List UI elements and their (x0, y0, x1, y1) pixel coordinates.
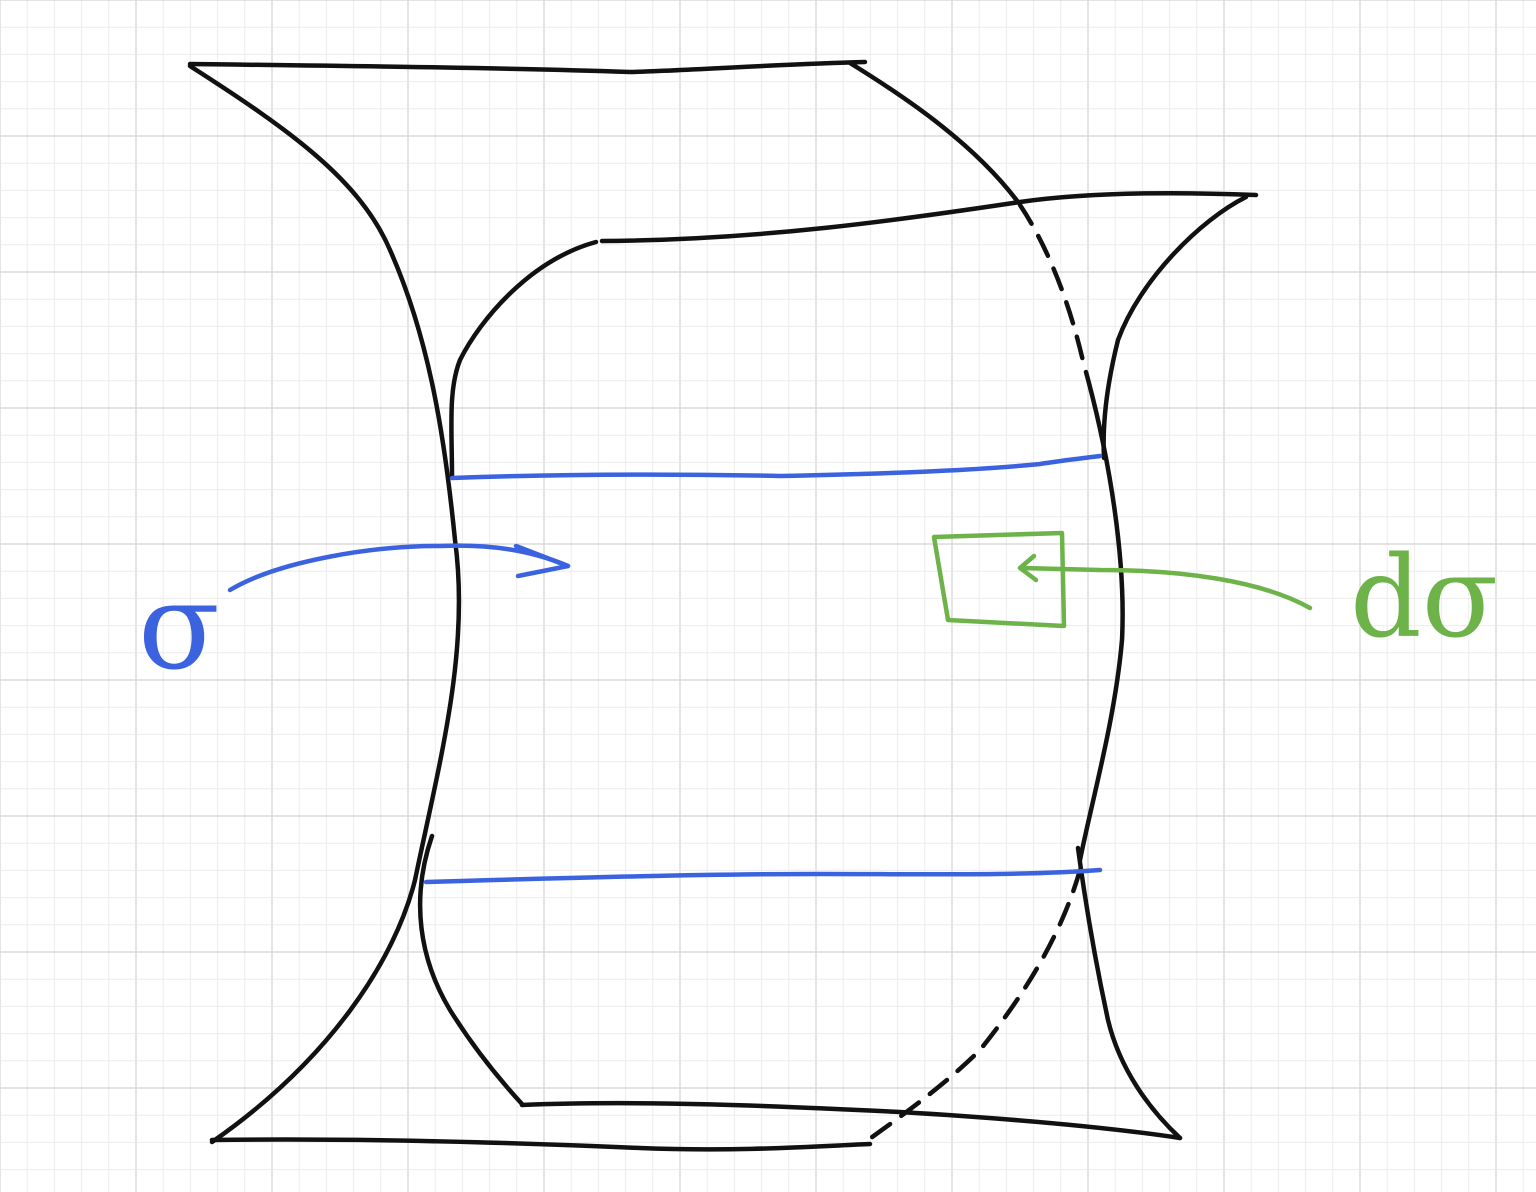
dsigma-arrowhead (1017, 553, 1039, 583)
inner-bottom-left-corner (417, 833, 525, 1107)
dsigma-label: dσ (1350, 533, 1498, 663)
outer-left-edge (187, 63, 462, 1145)
sigma-label: σ (138, 558, 220, 697)
dsigma-arrow-shaft (1019, 565, 1313, 611)
sigma-upper-boundary (449, 453, 1103, 481)
outer-right-hidden-top (1017, 202, 1088, 373)
inner-bottom-edge (519, 1100, 1183, 1141)
inner-top-left-corner (449, 239, 599, 479)
outer-top-edge (187, 59, 868, 75)
outer-bottom-edge (209, 1137, 873, 1152)
sigma-lower-boundary (423, 867, 1103, 885)
dsigma-region: dσ (931, 530, 1498, 663)
sigma-arrowhead (513, 543, 571, 579)
inner-right-upper-flare (1101, 194, 1249, 461)
sigma-arrow-shaft (227, 543, 571, 593)
outer-right-hidden-bottom (865, 867, 1083, 1143)
dsigma-patch (931, 530, 1067, 629)
inner-right-lower-flare (1075, 845, 1183, 1141)
inner-surface (417, 191, 1259, 1141)
outer-surface (187, 59, 1125, 1152)
outer-right-front-edge (847, 60, 1021, 205)
inner-top-edge (599, 191, 1259, 244)
outer-right-side (1077, 369, 1125, 863)
sigma-region: σ (138, 453, 1103, 885)
